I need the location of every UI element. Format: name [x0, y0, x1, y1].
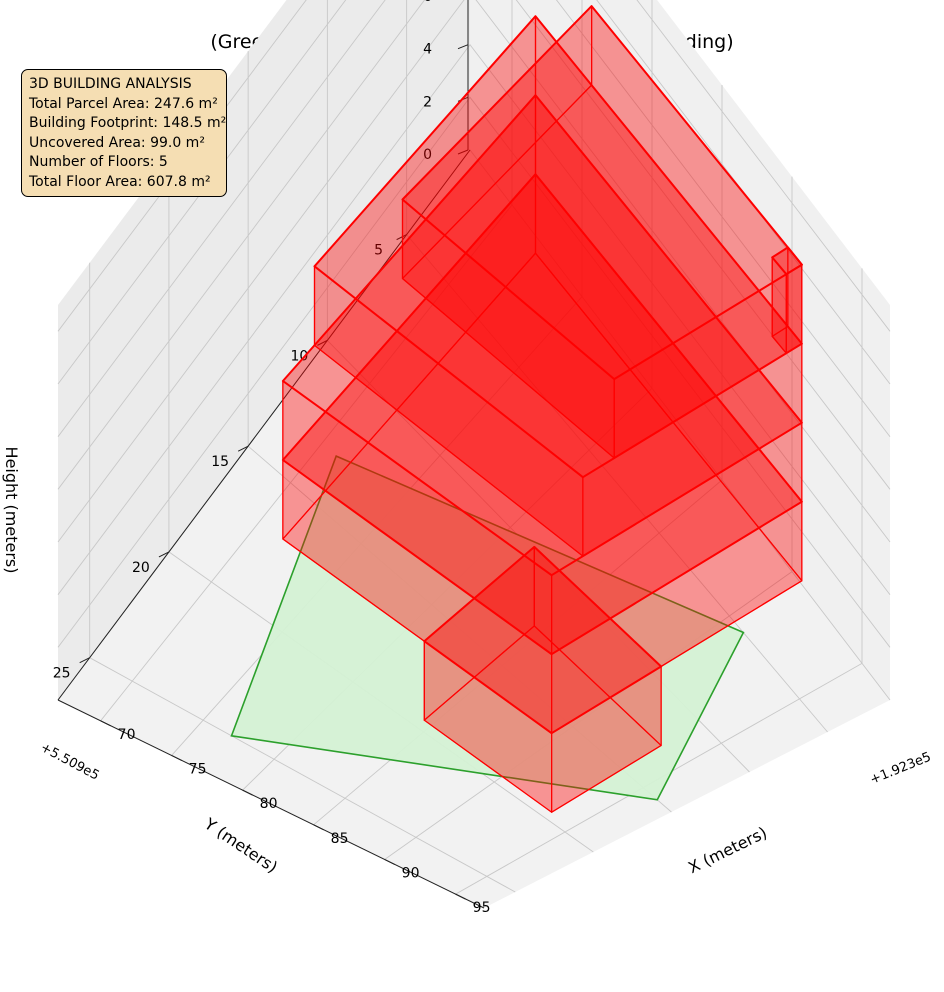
x-tick-mark [455, 893, 466, 900]
y-tick-label: 10 [290, 348, 308, 364]
y-axis-label: Y (meters) [200, 814, 281, 877]
building-block-face [785, 264, 803, 354]
y-tick-mark [317, 339, 328, 346]
grid-line-z [57, 0, 891, 437]
y-tick-label: 15 [211, 454, 229, 470]
x-tick-label: 75 [189, 761, 207, 777]
x-tick-label: 95 [473, 900, 491, 916]
y-tick-mark [158, 551, 170, 558]
x-tick-mark [313, 824, 324, 831]
x-axis-line [57, 699, 485, 909]
info-line-floors: Number of Floors: 5 [29, 154, 168, 171]
y-offset-label: +5.509e5 [38, 740, 102, 783]
z-axis-label: Height (meters) [2, 447, 21, 574]
info-line-uncovered: Uncovered Area: 99.0 m² [29, 134, 205, 151]
z-tick-mark [457, 44, 469, 50]
y-tick-mark [237, 445, 249, 452]
z-tick-mark [457, 149, 469, 155]
x-tick-label: 80 [260, 796, 278, 812]
z-tick-label: 0 [423, 147, 432, 163]
y-tick-label: 5 [374, 243, 383, 259]
x-axis-label: X (meters) [685, 823, 770, 877]
z-tick-label: 2 [423, 94, 432, 110]
y-tick-mark [79, 657, 90, 664]
info-line-title: 3D BUILDING ANALYSIS [29, 76, 192, 92]
back-right-pane [470, 0, 890, 700]
building-block-face [401, 5, 803, 381]
info-line-floor-area: Total Floor Area: 607.8 m² [29, 173, 211, 190]
grid-line-z [57, 96, 891, 648]
x-tick-label: 70 [118, 727, 136, 743]
grid-line-y [406, 234, 828, 733]
x-tick-mark [384, 859, 395, 865]
z-tick-label: 4 [423, 42, 432, 58]
grid-line-z [57, 43, 891, 595]
x-tick-mark [100, 720, 111, 727]
x-offset-label: +1.923e5 [868, 750, 933, 788]
analysis-info-box: 3D BUILDING ANALYSIS Total Parcel Area: … [21, 69, 227, 197]
grid-line-x [100, 204, 513, 722]
grid-line-y [89, 657, 516, 893]
info-line-footprint: Building Footprint: 148.5 m² [29, 115, 227, 132]
x-tick-mark [242, 789, 253, 796]
y-tick-label: 20 [132, 560, 150, 576]
x-tick-mark [171, 755, 182, 761]
parcel-platform [230, 455, 745, 801]
y-tick-label: 25 [53, 666, 71, 682]
x-tick-label: 90 [402, 865, 420, 881]
z-tick-label: 6 [423, 0, 432, 5]
building-block-face [771, 246, 803, 276]
y-axis-line [57, 149, 471, 701]
x-tick-label: 85 [331, 831, 349, 847]
y-tick-mark [396, 234, 407, 241]
info-line-parcel-area: Total Parcel Area: 247.6 m² [29, 95, 218, 112]
grid-line-z [57, 0, 891, 490]
